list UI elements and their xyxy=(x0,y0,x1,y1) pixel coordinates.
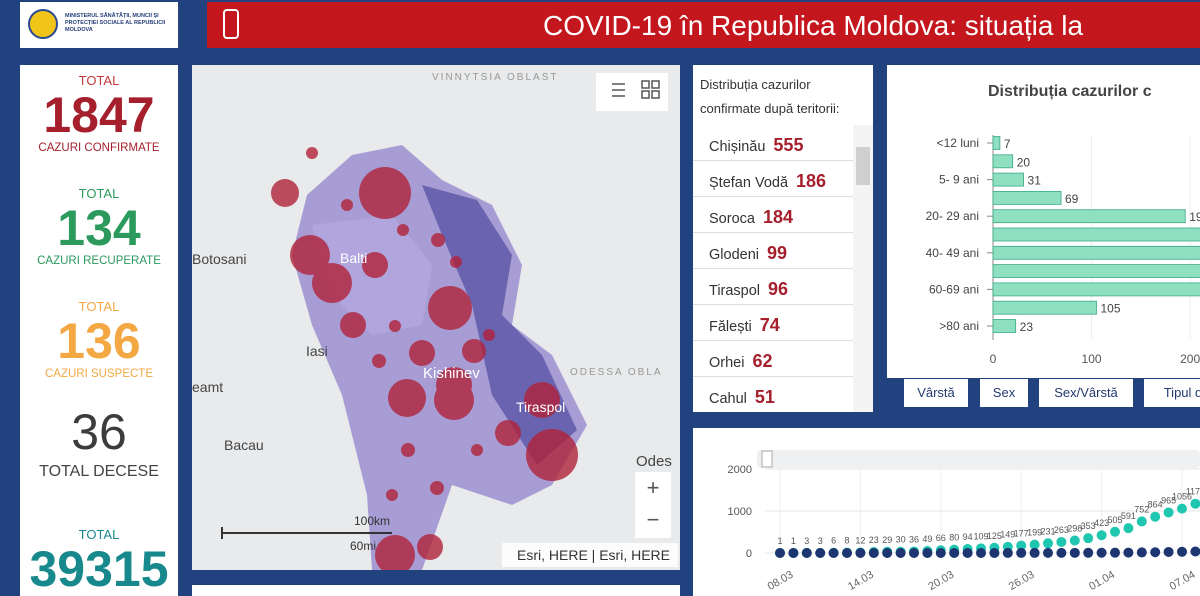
territory-value: 555 xyxy=(773,135,804,155)
title: COVID-19 în Republica Moldova: situația … xyxy=(543,10,1084,41)
map-label: eamt xyxy=(192,379,224,395)
map-label: VINNYTSIA OBLAST xyxy=(432,72,559,83)
territory-name: Glodeni 99 xyxy=(709,243,788,263)
territory-name: Ștefan Vodă 186 xyxy=(709,171,827,191)
tab[interactable]: Sex xyxy=(979,378,1029,408)
circles xyxy=(271,147,578,570)
territory-name: Cahul 51 xyxy=(709,387,775,407)
map-label: Tiraspol xyxy=(516,399,566,415)
emblem xyxy=(28,9,58,39)
zoom-out[interactable]: − xyxy=(647,507,660,532)
territory-title: Distribuția cazurilor confirmate după te… xyxy=(700,77,840,116)
stat-value: 1847 xyxy=(43,87,155,143)
attribution-bg xyxy=(502,543,678,567)
stat-label: CAZURI SUSPECTE xyxy=(45,368,153,380)
stat-top: TOTAL xyxy=(78,186,120,201)
phone-icon xyxy=(223,9,239,39)
territory-value: 74 xyxy=(759,315,780,335)
scale-km: 100km xyxy=(354,514,390,528)
map-label: Iasi xyxy=(306,343,328,359)
map-svg: 100km 60mi Esri, HERE | Esri, HERE + − xyxy=(221,73,678,570)
stat: TOTAL 39315 xyxy=(20,527,178,594)
stat-value: 39315 xyxy=(29,541,169,596)
territory-item: Soroca 184 xyxy=(693,197,853,233)
map-label: ODESSA OBLA xyxy=(570,367,663,378)
territory-value: 186 xyxy=(796,171,827,191)
stat-label: CAZURI RECUPERATE xyxy=(37,255,161,267)
territory-name: Soroca 184 xyxy=(709,207,793,227)
tab[interactable]: Sex/Vârstă xyxy=(1038,378,1134,408)
stat-value: 136 xyxy=(57,313,141,369)
territory-item: Orhei 62 xyxy=(693,341,853,377)
map-label: Balti xyxy=(340,250,368,266)
map-label: Odes xyxy=(636,453,672,470)
zoom-box xyxy=(635,472,671,538)
zoom-in[interactable]: + xyxy=(647,475,660,500)
territory-item: Fălești 74 xyxy=(693,305,853,341)
territory-item: Ștefan Vodă 186 xyxy=(693,161,853,197)
territory-list: Distribuția cazurilor confirmate după te… xyxy=(693,65,873,412)
territory-name: Tiraspol 96 xyxy=(709,279,789,299)
stat-top: TOTAL xyxy=(78,73,120,88)
map-label: Kishinev xyxy=(423,365,480,382)
stat-top: TOTAL xyxy=(78,527,120,542)
map: 100km 60mi Esri, HERE | Esri, HERE + − V… xyxy=(192,65,680,570)
scrollbar[interactable] xyxy=(853,125,873,412)
logo-text: MINISTERUL SĂNĂTĂȚII, MUNCII ȘI PROTECȚI… xyxy=(65,13,166,33)
scroll-thumb[interactable] xyxy=(856,147,870,185)
stat-value: 36 xyxy=(71,404,127,460)
territory-name: Chișinău 555 xyxy=(709,135,804,155)
territory-value: 51 xyxy=(754,387,775,407)
map-label: Bacau xyxy=(224,437,264,453)
territory-item: Glodeni 99 xyxy=(693,233,853,269)
territory-item: Tiraspol 96 xyxy=(693,269,853,305)
territory-value: 99 xyxy=(766,243,788,263)
territory-name: Orhei 62 xyxy=(709,351,773,371)
scale-mi: 60mi xyxy=(350,539,376,553)
map-label: Botosani xyxy=(192,251,247,267)
territory-item: Chișinău 555 xyxy=(693,125,853,161)
territory-item: Cahul 51 xyxy=(693,377,853,412)
title-bar: COVID-19 în Republica Moldova: situația … xyxy=(207,2,1200,48)
map-tools xyxy=(596,73,668,111)
logo: MINISTERUL SĂNĂTĂȚII, MUNCII ȘI PROTECȚI… xyxy=(20,2,178,48)
timeline-panel xyxy=(693,428,1200,596)
stat-top: TOTAL xyxy=(78,299,120,314)
stat: 36 TOTAL DECESE xyxy=(20,407,178,481)
age-panel xyxy=(887,65,1200,378)
territory-value: 62 xyxy=(752,351,773,371)
stat: TOTAL 136 CAZURI SUSPECTE xyxy=(20,299,178,380)
territory-name: Fălești 74 xyxy=(709,315,780,335)
territory-value: 96 xyxy=(768,279,789,299)
tool-icons xyxy=(612,80,660,99)
stat-label: CAZURI CONFIRMATE xyxy=(38,142,160,154)
stat-value: 134 xyxy=(57,200,141,256)
attribution: Esri, HERE | Esri, HERE xyxy=(517,547,670,563)
stat: TOTAL 1847 CAZURI CONFIRMATE xyxy=(20,73,178,154)
stat: TOTAL 134 CAZURI RECUPERATE xyxy=(20,186,178,267)
bottom-panel xyxy=(192,585,680,596)
tab[interactable]: Tipul d xyxy=(1143,378,1200,408)
stat-label: TOTAL DECESE xyxy=(39,463,159,480)
tab[interactable]: Vârstă xyxy=(903,378,969,408)
stats-panel: TOTAL 1847 CAZURI CONFIRMATE TOTAL 134 CAZURI… xyxy=(20,65,178,596)
territory-value: 184 xyxy=(762,207,793,227)
